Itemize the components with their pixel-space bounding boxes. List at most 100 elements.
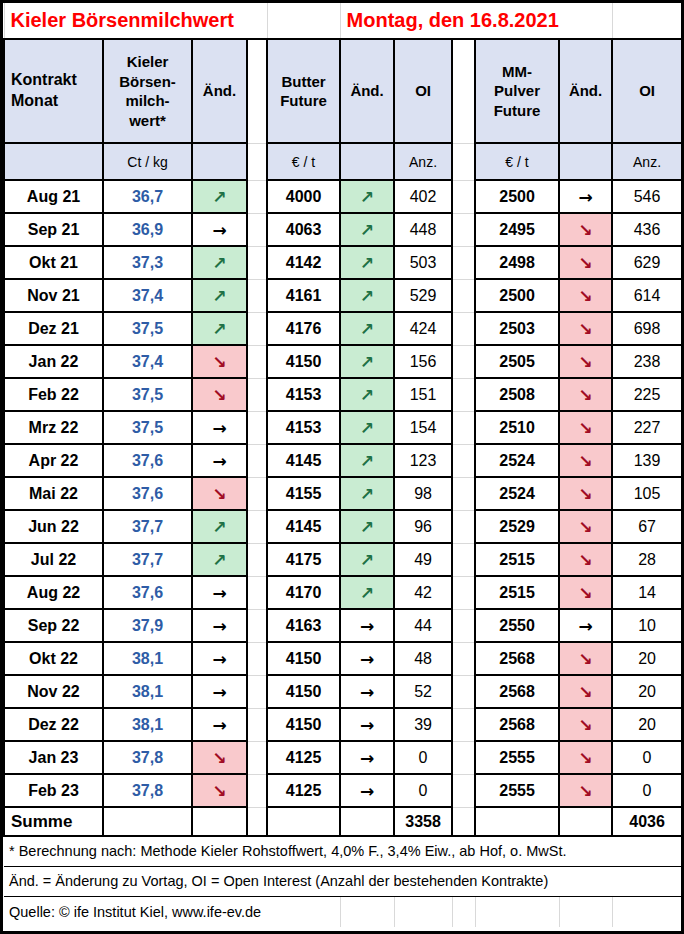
cell-mm-pulver-future: 2568: [475, 708, 559, 741]
unit-empty: [559, 143, 612, 180]
spacer: [452, 741, 475, 774]
cell-mm-open-interest: 14: [612, 576, 682, 609]
quelle-grid-cell: [340, 896, 394, 927]
spacer: [452, 576, 475, 609]
table-row: Jul 22 37,7 ↗ 4175 ↗ 49 2515 ↘ 28: [4, 543, 682, 576]
data-rows: Aug 21 36,7 ↗ 4000 ↗ 402 2500 → 546 Sep …: [4, 180, 682, 807]
spacer: [247, 345, 267, 378]
milk-trend-arrow-icon: →: [192, 708, 247, 741]
mm-trend-arrow-icon: ↘: [559, 510, 612, 543]
spacer: [247, 510, 267, 543]
mm-trend-arrow-icon: →: [559, 180, 612, 213]
spacer: [247, 675, 267, 708]
cell-mm-open-interest: 436: [612, 213, 682, 246]
header-aenderung-butter: Änd.: [340, 39, 394, 143]
milk-trend-arrow-icon: ↗: [192, 510, 247, 543]
mm-trend-arrow-icon: ↘: [559, 345, 612, 378]
table-row: Aug 21 36,7 ↗ 4000 ↗ 402 2500 → 546: [4, 180, 682, 213]
milk-trend-arrow-icon: →: [192, 411, 247, 444]
header-kontrakt-monat: Kontrakt Monat: [4, 39, 103, 143]
spacer: [452, 378, 475, 411]
spacer: [452, 143, 475, 180]
cell-milchwert: 36,9: [103, 213, 192, 246]
spacer: [247, 477, 267, 510]
cell-kontrakt-monat: Apr 22: [4, 444, 103, 477]
spacer: [247, 39, 267, 143]
cell-milchwert: 37,8: [103, 741, 192, 774]
quelle-grid-cell: [452, 896, 475, 927]
butter-trend-arrow-icon: →: [340, 642, 394, 675]
quelle-label: Quelle: © ife Institut Kiel, www.ife-ev.…: [4, 896, 340, 927]
cell-milchwert: 37,4: [103, 279, 192, 312]
spacer: [452, 642, 475, 675]
cell-mm-open-interest: 238: [612, 345, 682, 378]
cell-butter-future: 4176: [267, 312, 340, 345]
cell-milchwert: 38,1: [103, 708, 192, 741]
unit-butter: € / t: [267, 143, 340, 180]
cell-kontrakt-monat: Sep 21: [4, 213, 103, 246]
butter-trend-arrow-icon: ↗: [340, 411, 394, 444]
butter-trend-arrow-icon: ↗: [340, 444, 394, 477]
cell-kontrakt-monat: Sep 22: [4, 609, 103, 642]
cell-mm-open-interest: 614: [612, 279, 682, 312]
cell-kontrakt-monat: Aug 21: [4, 180, 103, 213]
units-row: Ct / kg € / t Anz. € / t Anz.: [4, 143, 682, 180]
mm-trend-arrow-icon: ↘: [559, 477, 612, 510]
footnote-row: * Berechnung nach: Methode Kieler Rohsto…: [4, 836, 682, 866]
cell-butter-open-interest: 0: [394, 774, 452, 807]
milk-trend-arrow-icon: ↘: [192, 378, 247, 411]
unit-empty: [340, 143, 394, 180]
spacer: [452, 708, 475, 741]
unit-anzahl-mm: Anz.: [612, 143, 682, 180]
quelle-grid-cell: [475, 896, 559, 927]
kieler-boersenmilchwert-sheet: Kieler Börsenmilchwert Montag, den 16.8.…: [0, 0, 684, 934]
cell-mm-open-interest: 698: [612, 312, 682, 345]
summe-label: Summe: [4, 807, 103, 836]
cell-mm-pulver-future: 2529: [475, 510, 559, 543]
table-row: Sep 22 37,9 → 4163 → 44 2550 → 10: [4, 609, 682, 642]
milk-trend-arrow-icon: ↗: [192, 246, 247, 279]
table-row: Sep 21 36,9 → 4063 ↗ 448 2495 ↘ 436: [4, 213, 682, 246]
cell-mm-pulver-future: 2524: [475, 477, 559, 510]
mm-trend-arrow-icon: ↘: [559, 444, 612, 477]
cell-butter-future: 4175: [267, 543, 340, 576]
summe-empty: [267, 807, 340, 836]
milk-trend-arrow-icon: →: [192, 609, 247, 642]
cell-kontrakt-monat: Mrz 22: [4, 411, 103, 444]
cell-butter-future: 4125: [267, 741, 340, 774]
cell-butter-future: 4153: [267, 411, 340, 444]
cell-butter-future: 4063: [267, 213, 340, 246]
cell-kontrakt-monat: Feb 22: [4, 378, 103, 411]
milk-trend-arrow-icon: ↗: [192, 543, 247, 576]
date-label: Montag, den 16.8.2021: [340, 3, 612, 39]
mm-trend-arrow-icon: ↘: [559, 279, 612, 312]
header-aenderung-mm: Änd.: [559, 39, 612, 143]
cell-butter-open-interest: 156: [394, 345, 452, 378]
table-row: Dez 21 37,5 ↗ 4176 ↗ 424 2503 ↘ 698: [4, 312, 682, 345]
table-row: Jun 22 37,7 ↗ 4145 ↗ 96 2529 ↘ 67: [4, 510, 682, 543]
cell-milchwert: 37,3: [103, 246, 192, 279]
cell-mm-open-interest: 139: [612, 444, 682, 477]
butter-trend-arrow-icon: →: [340, 708, 394, 741]
cell-milchwert: 37,5: [103, 411, 192, 444]
mm-trend-arrow-icon: ↘: [559, 741, 612, 774]
cell-mm-pulver-future: 2498: [475, 246, 559, 279]
cell-kontrakt-monat: Jul 22: [4, 543, 103, 576]
cell-butter-open-interest: 424: [394, 312, 452, 345]
cell-mm-open-interest: 20: [612, 675, 682, 708]
cell-mm-pulver-future: 2550: [475, 609, 559, 642]
mm-trend-arrow-icon: ↘: [559, 411, 612, 444]
cell-butter-future: 4150: [267, 642, 340, 675]
spacer: [452, 510, 475, 543]
column-header-row: Kontrakt Monat Kieler Börsen- milch- wer…: [4, 39, 682, 143]
spacer: [247, 807, 267, 836]
cell-butter-open-interest: 123: [394, 444, 452, 477]
spacer: [247, 279, 267, 312]
cell-kontrakt-monat: Aug 22: [4, 576, 103, 609]
cell-kontrakt-monat: Nov 21: [4, 279, 103, 312]
butter-trend-arrow-icon: ↗: [340, 378, 394, 411]
cell-butter-future: 4145: [267, 510, 340, 543]
butter-trend-arrow-icon: ↗: [340, 477, 394, 510]
cell-milchwert: 37,7: [103, 543, 192, 576]
cell-mm-pulver-future: 2508: [475, 378, 559, 411]
